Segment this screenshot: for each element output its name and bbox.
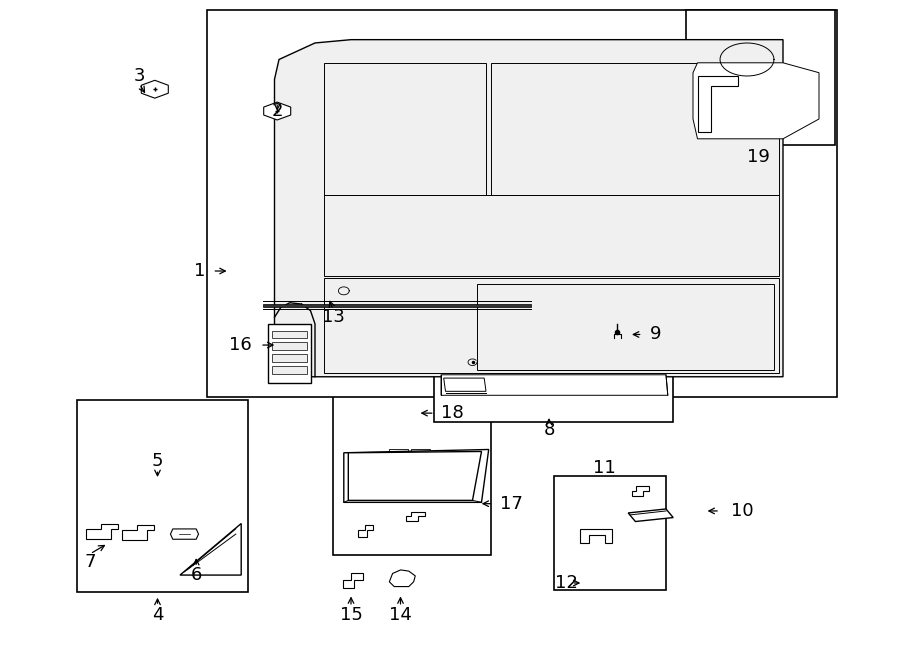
Bar: [272, 366, 307, 374]
Text: 13: 13: [321, 308, 345, 327]
Bar: [477, 284, 774, 370]
Bar: [76, 400, 248, 592]
Bar: [207, 10, 837, 397]
Text: 18: 18: [441, 404, 464, 422]
Bar: [389, 449, 408, 459]
Text: 3: 3: [134, 67, 145, 85]
Text: 5: 5: [152, 452, 163, 471]
Text: 11: 11: [593, 459, 616, 477]
Polygon shape: [263, 304, 531, 307]
Polygon shape: [444, 378, 486, 391]
Polygon shape: [390, 570, 415, 586]
Bar: [272, 330, 307, 338]
Polygon shape: [264, 102, 291, 120]
Text: 10: 10: [731, 502, 753, 520]
Bar: [324, 278, 778, 373]
Polygon shape: [274, 40, 783, 377]
Polygon shape: [344, 449, 489, 502]
Polygon shape: [693, 63, 819, 139]
Polygon shape: [698, 76, 738, 132]
Text: 7: 7: [85, 553, 95, 571]
Polygon shape: [407, 512, 425, 522]
Text: 15: 15: [339, 605, 363, 624]
Bar: [434, 367, 673, 422]
Text: 8: 8: [544, 420, 554, 439]
Polygon shape: [348, 451, 482, 500]
Bar: [411, 449, 430, 459]
Bar: [324, 195, 778, 276]
Polygon shape: [170, 529, 199, 539]
Bar: [272, 342, 307, 350]
Polygon shape: [628, 509, 673, 522]
Polygon shape: [580, 529, 612, 543]
Bar: [686, 10, 835, 145]
Bar: [268, 324, 310, 383]
Text: 19: 19: [747, 147, 770, 166]
Text: 1: 1: [194, 262, 205, 280]
Polygon shape: [343, 573, 363, 588]
Text: 9: 9: [650, 325, 662, 344]
Text: 14: 14: [389, 605, 412, 624]
Polygon shape: [358, 525, 373, 537]
Polygon shape: [141, 81, 168, 98]
Bar: [324, 63, 486, 195]
Bar: [554, 476, 666, 590]
Text: 6: 6: [191, 566, 202, 584]
Polygon shape: [180, 524, 241, 575]
Polygon shape: [122, 525, 154, 540]
Polygon shape: [86, 524, 118, 539]
Bar: [272, 354, 307, 362]
Bar: [333, 393, 490, 555]
Bar: [491, 63, 778, 195]
Text: 12: 12: [555, 574, 578, 592]
Polygon shape: [632, 486, 650, 496]
Text: 4: 4: [152, 605, 163, 624]
Text: 16: 16: [230, 336, 252, 354]
Text: 2: 2: [272, 102, 283, 120]
Polygon shape: [441, 375, 668, 395]
Text: 17: 17: [500, 494, 522, 513]
